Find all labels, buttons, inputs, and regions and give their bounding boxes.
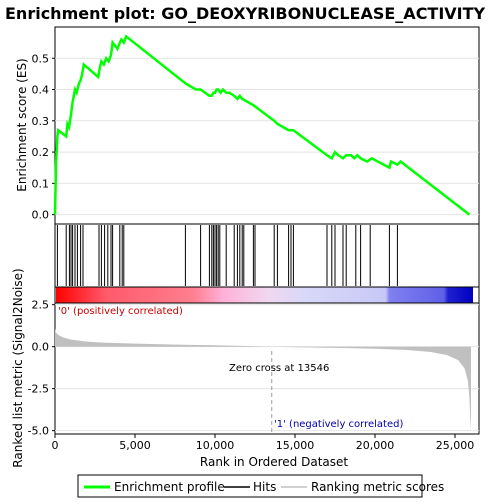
metric-y-tick-label: -2.5 <box>28 383 49 396</box>
es-y-tick-label: 0.0 <box>32 209 50 222</box>
enrichment-profile-line <box>53 34 471 216</box>
es-y-tick-label: 0.2 <box>32 146 50 159</box>
positive-correlation-label: '0' (positively correlated) <box>58 306 183 317</box>
x-axis-label: Rank in Ordered Dataset <box>200 455 348 469</box>
x-tick-label: 0 <box>52 439 59 452</box>
es-y-tick-label: 0.3 <box>32 115 50 128</box>
legend-item-hits: Hits <box>224 480 276 494</box>
legend-item-enrichment-profile: Enrichment profile <box>84 480 225 494</box>
x-tick-label: 20,000 <box>356 439 395 452</box>
negative-correlation-label: '1' (negatively correlated) <box>274 419 403 430</box>
metric-panel-frame <box>54 302 480 435</box>
x-tick-label: 25,000 <box>436 439 475 452</box>
es-y-tick-label: 0.5 <box>32 52 50 65</box>
x-tick-label: 15,000 <box>276 439 315 452</box>
metric-y-ticks: 2.5 0.0 -2.5 -5.0 <box>28 299 55 438</box>
es-y-axis-label: Enrichment score (ES) <box>15 58 29 191</box>
metric-y-tick-label: 2.5 <box>32 299 50 312</box>
zero-cross-label: Zero cross at 13546 <box>229 363 329 374</box>
x-ticks: 0 5,000 10,000 15,000 20,000 25,000 <box>52 434 475 452</box>
legend-label-ranking-metric: Ranking metric scores <box>311 480 444 494</box>
metric-y-tick-label: 0.0 <box>32 341 50 354</box>
hit-markers <box>56 225 398 286</box>
metric-y-axis-label: Ranked list metric (Signal2Noise) <box>11 268 25 467</box>
legend-item-ranking-metric-scores: Ranking metric scores <box>281 480 444 494</box>
legend-label-hits: Hits <box>253 480 276 494</box>
x-tick-label: 5,000 <box>119 439 151 452</box>
metric-y-tick-label: -5.0 <box>28 425 49 438</box>
legend-box <box>77 474 423 498</box>
x-tick-label: 10,000 <box>196 439 235 452</box>
rank-color-bar <box>56 287 473 303</box>
es-y-tick-label: 0.1 <box>32 177 50 190</box>
es-y-ticks: 0.0 0.1 0.2 0.3 0.4 0.5 <box>32 52 55 222</box>
es-y-tick-label: 0.4 <box>32 84 50 97</box>
es-panel-frame <box>54 26 480 225</box>
legend-label-enrichment-profile: Enrichment profile <box>114 480 225 494</box>
chart-title: Enrichment plot: GO_DEOXYRIBONUCLEASE_AC… <box>5 4 486 23</box>
hits-panel-frame <box>54 223 480 288</box>
es-grid <box>55 57 479 216</box>
